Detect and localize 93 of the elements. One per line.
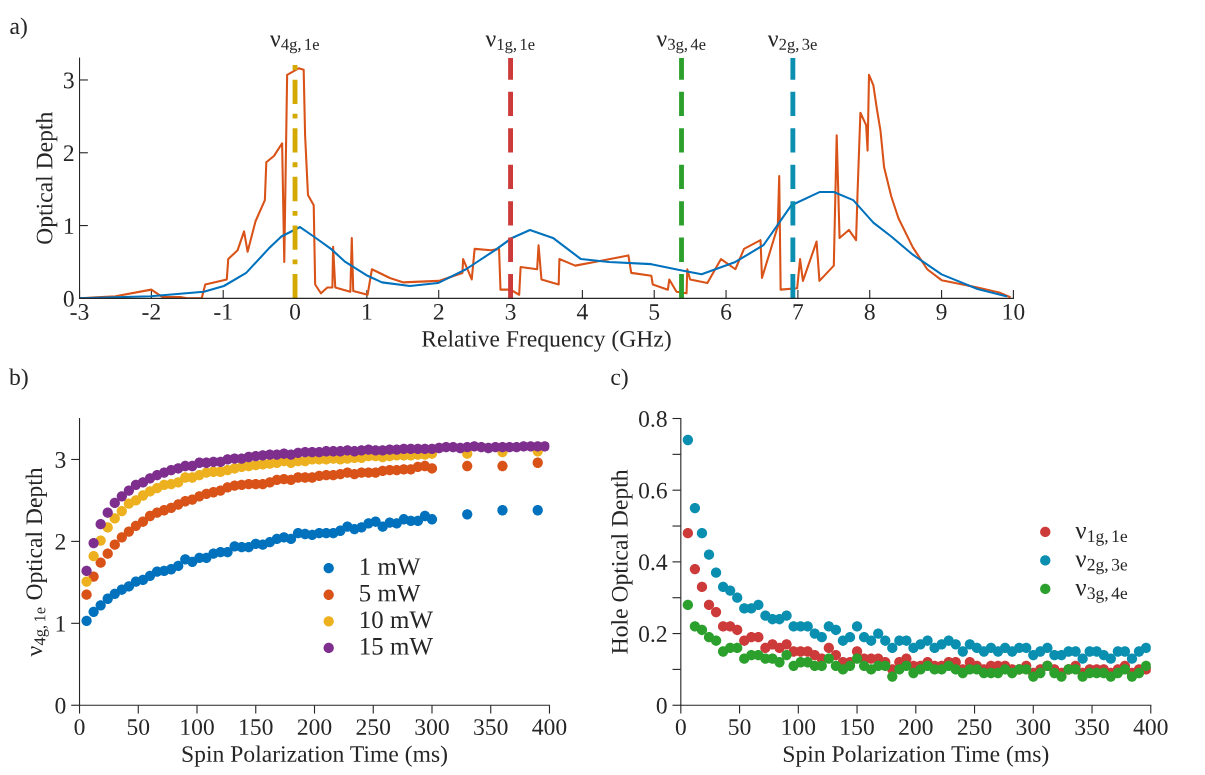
legend-label: 5 mW <box>360 584 421 602</box>
point <box>497 460 508 472</box>
x-tick-label: 300 <box>1016 719 1051 736</box>
y-tick-label: 3 <box>63 72 74 89</box>
x-tick-label: 0 <box>290 303 301 320</box>
legend-label: 1 mW <box>360 558 421 576</box>
x-tick-label: 8 <box>864 303 875 320</box>
ref-line-label: ν$_{3g,4e}$ <box>656 35 706 54</box>
x-tick-label: 200 <box>297 719 332 736</box>
y-tick-label: 1 <box>56 615 65 632</box>
x-axis-title: Relative Frequency (GHz) <box>421 330 671 352</box>
y-axis-title: Hole Optical Depth <box>611 469 633 654</box>
point <box>95 600 106 611</box>
point <box>497 505 508 516</box>
x-tick-label: 1 <box>363 304 372 320</box>
y-tick-label: 0.4 <box>639 554 668 571</box>
x-tick-label: -1 <box>214 304 232 320</box>
x-tick-label: 9 <box>936 303 947 320</box>
x-tick-label: 400 <box>1133 719 1168 736</box>
point <box>123 526 135 537</box>
y-tick-label: 2 <box>63 145 74 161</box>
chart-title: b) <box>9 368 28 390</box>
ref-line-label: ν$_{2g,3e}$ <box>767 35 817 54</box>
legend-label: ν$_{2g,3e}$ <box>1075 555 1128 575</box>
x-tick-label: -2 <box>142 303 160 320</box>
x-tick-label: 350 <box>474 719 508 736</box>
point <box>95 557 106 568</box>
x-tick-label: 50 <box>127 719 150 736</box>
point <box>109 513 120 524</box>
point <box>88 606 99 617</box>
point <box>123 581 135 592</box>
point <box>81 589 92 600</box>
y-tick-label: 0 <box>656 697 667 714</box>
point <box>109 539 120 550</box>
point <box>81 576 92 587</box>
legend-label: 10 mW <box>360 611 433 629</box>
point <box>532 505 543 516</box>
x-tick-label: 10 <box>1003 303 1025 320</box>
x-tick-label: 150 <box>240 719 273 736</box>
x-tick-label: 200 <box>899 719 933 736</box>
x-tick-label: 100 <box>782 719 816 736</box>
point <box>137 516 149 527</box>
x-tick-label: 400 <box>532 719 567 736</box>
x-tick-label: 250 <box>356 719 391 736</box>
y-tick-label: 0.2 <box>639 626 667 643</box>
point <box>116 532 127 543</box>
point <box>462 509 473 520</box>
point <box>173 560 184 572</box>
x-tick-label: 150 <box>841 719 874 736</box>
chart-title: a) <box>10 17 27 39</box>
y-axis-title: Optical Depth <box>35 112 58 244</box>
y-tick-label: 1 <box>64 218 74 234</box>
point <box>81 615 92 627</box>
point <box>102 548 113 559</box>
point <box>116 505 127 517</box>
y-tick-label: 0.6 <box>639 482 667 499</box>
x-tick-label: 2 <box>433 303 444 320</box>
ref-line-label: ν$_{1g,1e}$ <box>485 35 535 54</box>
x-tick-label: 350 <box>1075 719 1109 736</box>
legend-label: ν$_{1g,1e}$ <box>1075 527 1128 546</box>
x-tick-label: 250 <box>957 719 992 736</box>
x-axis-title: Spin Polarization Time (ms) <box>182 745 447 767</box>
line-series <box>79 191 1008 299</box>
point <box>102 593 113 604</box>
y-tick-label: 0.8 <box>639 410 667 428</box>
x-tick-label: 300 <box>415 719 449 736</box>
x-tick-label: 100 <box>181 719 214 736</box>
point <box>173 477 184 488</box>
x-tick-label: 50 <box>729 719 751 736</box>
point <box>144 570 156 581</box>
y-tick-label: 0 <box>55 697 66 714</box>
chart-title: c) <box>611 368 628 390</box>
point <box>462 460 473 472</box>
point <box>88 550 99 562</box>
x-tick-label: 7 <box>793 304 804 320</box>
point <box>285 533 297 545</box>
point <box>426 514 438 525</box>
x-axis-title: Spin Polarization Time (ms) <box>783 745 1049 767</box>
x-tick-label: 0 <box>74 719 85 736</box>
legend-label: ν$_{3g,4e}$ <box>1075 584 1128 603</box>
x-tick-label: 3 <box>505 303 516 320</box>
legend-label: 15 mW <box>360 637 433 655</box>
x-tick-label: 6 <box>721 303 732 320</box>
point <box>532 457 543 468</box>
point <box>370 516 381 527</box>
x-tick-label: 5 <box>649 304 660 320</box>
x-tick-label: 4 <box>576 304 588 320</box>
ref-line-label: ν$_{4g,1e}$ <box>270 35 319 54</box>
x-tick-label: 0 <box>675 719 686 736</box>
y-tick-label: 3 <box>55 452 66 468</box>
y-tick-label: 2 <box>55 533 66 550</box>
point <box>426 463 438 474</box>
y-axis-title: ν$_{4g,1e}$ Optical Depth <box>25 467 49 657</box>
